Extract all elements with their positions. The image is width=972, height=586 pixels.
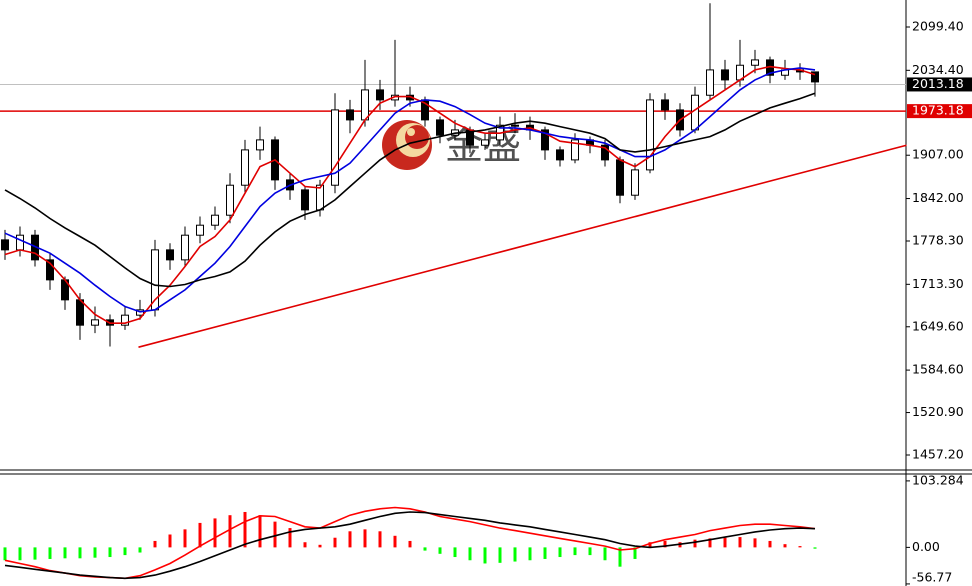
- candle-body: [256, 139, 264, 151]
- candle-body: [301, 189, 309, 211]
- candle-body: [211, 214, 219, 226]
- y-tick-label: 0.00: [912, 539, 940, 554]
- candle-body: [616, 159, 624, 196]
- candle-body: [121, 314, 129, 326]
- y-tick-label: 1778.30: [912, 232, 964, 247]
- y-tick-label: 2034.40: [912, 62, 964, 77]
- candle-body: [751, 59, 759, 66]
- trendline: [138, 144, 907, 348]
- indicator-line: [4, 511, 816, 580]
- candle-body: [571, 139, 579, 161]
- indicator-line: [4, 92, 816, 288]
- candle-body: [691, 94, 699, 131]
- candle-body: [436, 119, 444, 136]
- candle-body: [706, 69, 714, 96]
- candle-body: [811, 71, 819, 83]
- candle-body: [556, 149, 564, 161]
- candle-body: [226, 184, 234, 216]
- candle-body: [481, 139, 489, 146]
- candle-body: [91, 319, 99, 326]
- candle-body: [346, 109, 354, 121]
- candle-body: [646, 99, 654, 171]
- price-label-box: [907, 77, 972, 92]
- candle-body: [316, 184, 324, 211]
- y-tick-label: 1584.60: [912, 362, 964, 377]
- indicator-line: [4, 506, 816, 580]
- candle-body: [16, 234, 24, 251]
- candle-body: [166, 249, 174, 261]
- y-tick-label: -56.77: [912, 570, 952, 585]
- y-tick-label: 103.284: [912, 473, 964, 488]
- candle-body: [376, 89, 384, 101]
- candle-body: [241, 149, 249, 186]
- price-label: 1973.18: [912, 103, 964, 118]
- y-tick-label: 1842.00: [912, 190, 964, 205]
- candle-body: [1, 239, 9, 251]
- indicator-line: [4, 65, 816, 324]
- candle-body: [76, 299, 84, 326]
- y-tick-label: 1907.00: [912, 147, 964, 162]
- y-tick-label: 2099.40: [912, 18, 964, 33]
- candle-body: [196, 224, 204, 236]
- candle-body: [331, 109, 339, 186]
- candle-body: [181, 234, 189, 261]
- candle-body: [361, 89, 369, 121]
- candle-body: [661, 99, 669, 111]
- indicator-line: [4, 67, 816, 313]
- price-label-box: [907, 104, 972, 119]
- candle-body: [601, 144, 609, 161]
- price-label: 2013.18: [912, 76, 964, 91]
- y-tick-label: 1520.90: [912, 404, 964, 419]
- y-tick-label: 1713.30: [912, 276, 964, 291]
- candle-body: [541, 129, 549, 151]
- candle-body: [721, 69, 729, 81]
- y-tick-label: 1457.20: [912, 447, 964, 462]
- candle-body: [511, 124, 519, 127]
- candle-body: [46, 259, 54, 281]
- candle-body: [631, 169, 639, 196]
- y-tick-label: 1649.60: [912, 318, 964, 333]
